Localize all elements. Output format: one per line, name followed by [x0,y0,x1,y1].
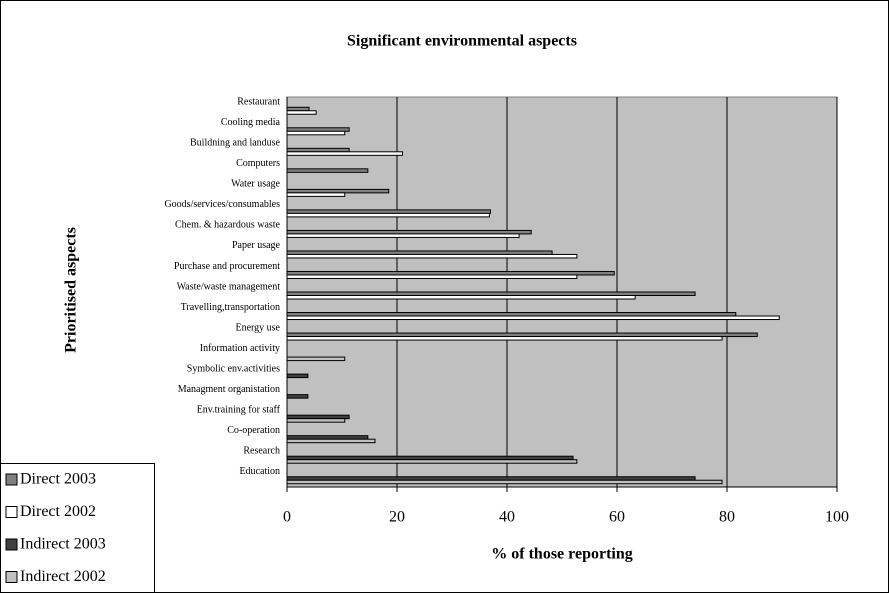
bar [286,250,553,255]
y-axis-label: Prioritised aspects [63,227,80,353]
y-tick-label: Computers [236,158,280,169]
legend-label: Direct 2002 [20,503,96,520]
y-tick-label: Education [239,466,280,477]
bar [286,212,490,218]
bar [286,270,615,276]
y-tick-label: Symbolic env.activities [187,363,280,374]
x-tick-label: 20 [389,509,405,526]
bar [286,229,532,235]
y-tick-label: Research [243,446,280,457]
y-tick-label: Buildning and landuse [190,138,281,149]
legend-swatch [5,538,18,551]
y-tick-label: Managment organistation [178,384,280,395]
y-tick-label: Env.training for staff [197,404,281,415]
y-tick-label: Co-operation [227,425,280,436]
bar [286,414,350,420]
bar [286,479,723,485]
bar [286,315,780,321]
x-tick-label: 40 [499,509,515,526]
bar [286,394,309,399]
y-tick-label: Information activity [200,343,280,354]
x-tick-label: 60 [609,509,625,526]
y-tick-label: Purchase and procurement [174,261,280,272]
bar [286,291,696,296]
legend-box [0,463,155,593]
y-tick-label: Cooling media [221,117,281,128]
bar [286,438,376,444]
y-tick-label: Energy use [235,322,280,333]
legend-label: Direct 2003 [20,471,96,488]
bar [286,233,520,238]
bar [286,127,350,132]
bar [286,373,309,379]
legend-swatch [5,571,18,583]
legend-swatch [5,473,18,486]
bar [286,336,723,341]
bar [286,459,578,464]
bar [286,476,696,481]
bar [286,274,578,279]
chart-title: Significant environmental aspects [347,33,577,50]
y-tick-label: Travelling,transportation [181,302,280,313]
y-tick-label: Chem. & hazardous waste [175,220,281,231]
legend-label: Indirect 2003 [20,536,106,553]
x-tick-label: 80 [719,509,735,526]
y-tick-label: Restaurant [237,97,280,108]
bar [286,106,310,112]
x-tick-label: 0 [283,509,291,526]
x-axis-label: % of those reporting [491,546,632,563]
y-tick-label: Waste/waste management [177,281,281,292]
x-tick-label: 100 [825,509,849,526]
bar [286,253,578,259]
bar [286,332,758,338]
bar [286,151,403,156]
bar [286,435,369,440]
legend-label: Indirect 2002 [20,568,106,585]
bar [286,188,390,194]
y-tick-label: Paper usage [232,240,281,251]
bar [286,356,346,362]
bar [286,192,346,197]
bar [286,209,491,214]
bar [286,110,317,115]
bar [286,130,346,136]
bar [286,168,369,173]
y-tick-label: Goods/services/consumables [164,199,280,210]
bar [286,455,574,461]
bar [286,147,350,153]
bar [286,418,346,423]
bar [286,295,636,300]
y-tick-label: Water usage [231,179,280,190]
legend-swatch [5,506,18,518]
bar [286,312,737,317]
